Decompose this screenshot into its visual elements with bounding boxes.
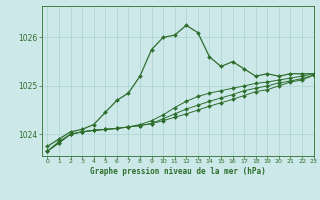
X-axis label: Graphe pression niveau de la mer (hPa): Graphe pression niveau de la mer (hPa) [90,167,266,176]
